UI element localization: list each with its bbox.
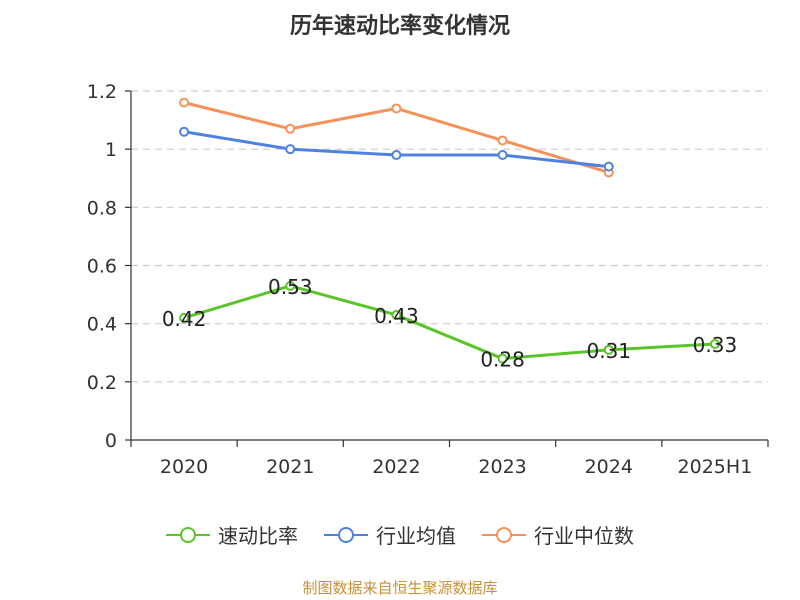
x-tick-label: 2022	[372, 456, 420, 478]
legend-dot	[496, 526, 512, 543]
data-point	[285, 280, 296, 291]
legend-item[interactable]: 速动比率	[166, 520, 298, 549]
series-line-0	[183, 284, 715, 361]
legend-item[interactable]: 行业中位数	[482, 520, 634, 549]
x-tick-label: 2024	[585, 456, 633, 478]
axes: 0 0.2 0.4 0.6 0.8 1 1.2 2020 2021 2022 2023 2024 202…	[87, 81, 769, 478]
data-point	[603, 344, 614, 355]
legend-dot	[180, 526, 196, 543]
legend-label: 速动比率	[218, 524, 298, 548]
x-tick-label: 2020	[160, 456, 208, 478]
legend-item[interactable]: 行业均值	[324, 520, 456, 549]
data-point	[179, 126, 190, 137]
data-point	[709, 339, 720, 350]
chart-title: 历年速动比率变化情况	[289, 14, 510, 39]
data-point	[497, 149, 508, 160]
y-tick-label: 0.6	[87, 256, 117, 278]
data-label: 0.31	[586, 339, 631, 363]
x-tick-label: 2023	[478, 456, 526, 478]
data-labels: 0.42 0.53 0.43 0.28 0.31 0.33	[162, 275, 737, 372]
data-point	[497, 353, 508, 364]
data-label: 0.33	[693, 333, 738, 357]
data-point	[285, 144, 296, 155]
legend-dot	[338, 526, 354, 543]
data-point	[391, 309, 402, 320]
legend-label: 行业中位数	[534, 524, 634, 548]
data-point	[285, 123, 296, 134]
x-tick-label: 2025H1	[678, 456, 753, 478]
data-point	[391, 149, 402, 160]
data-label: 0.28	[480, 348, 525, 372]
data-label: 0.42	[162, 307, 207, 331]
y-tick-label: 1.2	[87, 81, 117, 103]
y-tick-label: 0.8	[87, 197, 117, 219]
data-point	[391, 103, 402, 114]
data-label: 0.53	[268, 275, 313, 299]
y-tick-label: 0	[105, 430, 117, 452]
legend-marker-icon	[482, 525, 526, 545]
x-tick-label: 2021	[266, 456, 314, 478]
series-lines	[179, 97, 720, 364]
grid-lines	[131, 90, 768, 383]
data-label: 0.43	[374, 304, 419, 328]
data-point	[179, 97, 190, 108]
legend: 速动比率 行业均值 行业中位数	[0, 520, 800, 549]
data-point	[179, 312, 190, 323]
legend-marker-icon	[324, 525, 368, 545]
source-note: 制图数据来自恒生聚源数据库	[302, 579, 498, 597]
legend-marker-icon	[166, 525, 210, 545]
data-point	[497, 135, 508, 146]
legend-label: 行业均值	[376, 524, 456, 548]
y-tick-label: 1	[105, 139, 117, 161]
y-tick-label: 0.4	[87, 314, 117, 336]
data-point	[603, 161, 614, 172]
y-tick-label: 0.2	[87, 372, 117, 394]
